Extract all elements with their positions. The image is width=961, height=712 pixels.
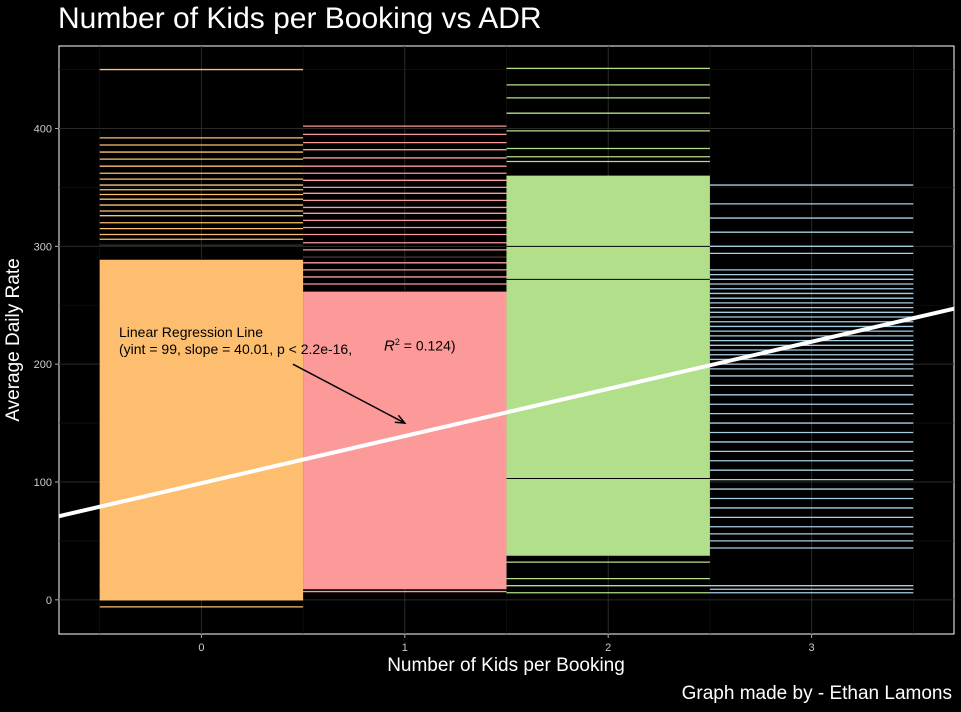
y-tick-label: 200: [34, 359, 52, 371]
y-tick-label: 0: [46, 595, 52, 607]
r2-symbol: R: [384, 337, 395, 355]
regression-line: [58, 306, 955, 519]
r-squared-label: R2 = 0.124): [384, 337, 456, 355]
x-tick-label: 1: [402, 642, 408, 654]
annotation-arrow-group: [292, 363, 407, 424]
y-tick-label: 400: [34, 123, 52, 135]
y-axis-label: Average Daily Rate: [3, 258, 24, 422]
caption: Graph made by - Ethan Lamons: [681, 683, 952, 704]
y-tick-label: 300: [34, 241, 52, 253]
chart-title: Number of Kids per Booking vs ADR: [58, 2, 542, 35]
bars-group: [99, 67, 914, 608]
bar-fill: [99, 259, 304, 600]
r2-exponent: 2: [394, 337, 400, 347]
regression-annotation: Linear Regression Line (yint = 99, slope…: [119, 324, 352, 358]
bar-fill: [506, 175, 710, 556]
x-tick-labels: 0 1 2 3: [198, 634, 815, 654]
annotation-line-2: (yint = 99, slope = 40.01, p < 2.2e-16,: [119, 341, 353, 357]
annotation-arrow: [292, 363, 406, 424]
x-axis-label: Number of Kids per Booking: [387, 655, 625, 676]
x-tick-label: 0: [198, 642, 204, 654]
regression-line-group: [58, 306, 955, 519]
bar-0: [99, 68, 304, 608]
r2-value: = 0.124): [399, 337, 456, 354]
bar-1: [303, 125, 507, 593]
annotation-arrowhead: [394, 414, 407, 424]
x-tick-label: 2: [605, 642, 611, 654]
y-tick-labels: 0 100 200 300 400: [34, 123, 59, 607]
bar-fill: [303, 291, 507, 590]
y-tick-label: 100: [34, 477, 52, 489]
x-tick-label: 3: [809, 642, 815, 654]
bar-2: [506, 67, 710, 594]
annotation-line-1: Linear Regression Line: [119, 324, 263, 340]
